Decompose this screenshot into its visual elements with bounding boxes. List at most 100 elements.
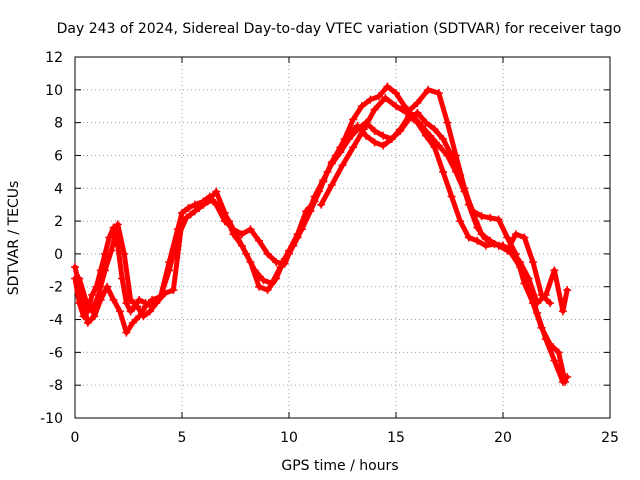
data-point bbox=[537, 323, 546, 332]
data-point bbox=[486, 213, 495, 222]
data-point bbox=[370, 105, 379, 114]
series-track-3 bbox=[75, 82, 570, 386]
data-point bbox=[443, 118, 452, 127]
data-point bbox=[362, 131, 371, 140]
data-point bbox=[503, 246, 512, 255]
data-point bbox=[379, 141, 388, 150]
data-point bbox=[109, 295, 118, 304]
x-tick-label: 0 bbox=[71, 430, 80, 446]
data-point bbox=[460, 184, 469, 193]
x-axis-ticks: 0 5 10 15 20 25 bbox=[71, 57, 619, 446]
y-tick-label: -8 bbox=[49, 378, 63, 394]
data-point bbox=[349, 143, 358, 152]
y-axis-label: SDTVAR / TECUs bbox=[6, 181, 22, 296]
data-point bbox=[469, 208, 478, 217]
data-point bbox=[477, 230, 486, 239]
data-point bbox=[421, 118, 430, 127]
x-tick-label: 20 bbox=[494, 430, 512, 446]
data-point bbox=[404, 115, 413, 124]
x-tick-label: 25 bbox=[601, 430, 619, 446]
data-point bbox=[447, 192, 456, 201]
x-tick-label: 15 bbox=[387, 430, 405, 446]
data-point bbox=[511, 249, 520, 258]
data-point bbox=[203, 197, 212, 206]
data-point bbox=[366, 95, 375, 104]
data-point bbox=[141, 302, 150, 311]
data-point bbox=[314, 187, 323, 196]
data-point bbox=[103, 282, 112, 291]
data-point bbox=[392, 89, 400, 98]
data-point bbox=[133, 302, 142, 311]
data-point bbox=[280, 254, 289, 263]
data-point bbox=[317, 200, 326, 209]
data-point bbox=[237, 241, 246, 250]
data-point bbox=[353, 121, 362, 130]
data-point bbox=[160, 289, 169, 298]
data-point bbox=[349, 115, 358, 124]
data-point bbox=[88, 307, 97, 316]
data-point bbox=[402, 108, 411, 117]
data-point bbox=[528, 299, 537, 308]
data-point bbox=[297, 225, 306, 234]
data-point bbox=[520, 233, 529, 242]
data-point bbox=[477, 212, 486, 221]
data-point bbox=[100, 249, 109, 258]
data-point bbox=[100, 266, 109, 275]
series-layer bbox=[71, 82, 572, 386]
data-point bbox=[554, 348, 563, 357]
y-tick-label: 6 bbox=[54, 148, 63, 164]
data-point bbox=[81, 295, 90, 304]
data-point bbox=[338, 161, 347, 170]
data-point bbox=[374, 92, 383, 101]
data-point bbox=[546, 299, 555, 308]
chart-title: Day 243 of 2024, Sidereal Day-to-day VTE… bbox=[57, 21, 622, 37]
y-tick-label: -4 bbox=[49, 313, 63, 329]
data-point bbox=[357, 102, 366, 111]
data-point bbox=[332, 151, 341, 160]
data-point bbox=[383, 82, 392, 91]
data-point bbox=[409, 112, 418, 121]
data-point bbox=[120, 249, 129, 258]
series-line bbox=[76, 84, 568, 385]
data-point bbox=[528, 258, 537, 267]
data-point bbox=[396, 126, 405, 135]
data-point bbox=[212, 187, 221, 196]
data-point bbox=[417, 121, 426, 130]
data-point bbox=[145, 307, 154, 316]
series-track-2 bbox=[71, 108, 572, 386]
data-point bbox=[520, 279, 529, 288]
data-point bbox=[126, 307, 135, 316]
data-point bbox=[90, 312, 99, 321]
data-point bbox=[263, 286, 272, 295]
y-tick-label: 10 bbox=[45, 83, 63, 99]
data-point bbox=[186, 210, 195, 219]
data-point bbox=[451, 151, 460, 160]
data-point bbox=[434, 141, 443, 150]
data-point bbox=[246, 258, 255, 267]
data-point bbox=[359, 125, 368, 134]
data-point bbox=[486, 236, 495, 245]
data-point bbox=[426, 131, 435, 140]
y-tick-label: -6 bbox=[49, 345, 63, 361]
data-point bbox=[370, 138, 379, 147]
data-point bbox=[387, 135, 396, 144]
data-point bbox=[340, 135, 349, 144]
data-point bbox=[439, 135, 448, 144]
data-point bbox=[94, 290, 103, 299]
data-point bbox=[255, 236, 264, 245]
data-point bbox=[537, 290, 546, 299]
data-point bbox=[128, 318, 137, 327]
data-point bbox=[165, 266, 174, 275]
data-point bbox=[370, 126, 379, 135]
data-point bbox=[148, 295, 157, 304]
data-point bbox=[126, 295, 135, 304]
data-point bbox=[456, 217, 465, 226]
data-point bbox=[424, 85, 433, 94]
data-point bbox=[379, 131, 388, 140]
data-point bbox=[464, 233, 473, 242]
data-point bbox=[434, 89, 443, 98]
data-point bbox=[122, 328, 131, 337]
data-point bbox=[169, 286, 178, 295]
data-point bbox=[550, 356, 559, 365]
data-point bbox=[563, 286, 572, 295]
